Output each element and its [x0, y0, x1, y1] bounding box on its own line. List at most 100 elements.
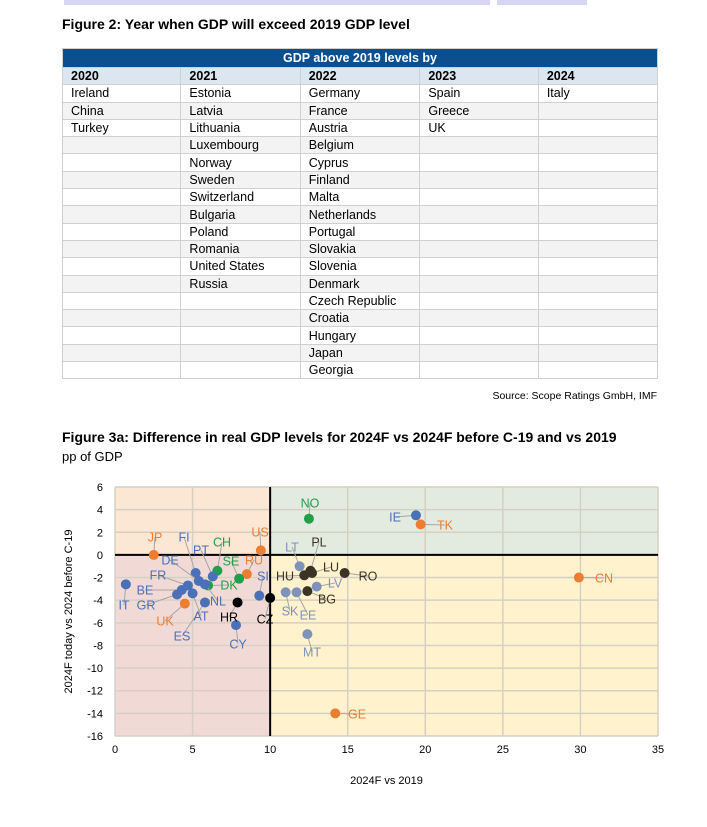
table-row: Sweden Finland [61, 170, 659, 190]
data-label-ie: IE [389, 511, 401, 525]
y-tick-label: -10 [87, 663, 103, 675]
table-cell: Sweden [180, 170, 301, 190]
data-label-ch: CH [213, 536, 231, 550]
table-cell: Austria [299, 118, 421, 138]
data-point-gr [172, 589, 183, 600]
data-point-sk [280, 587, 291, 598]
table-cell [537, 239, 659, 259]
x-tick-label: 5 [190, 744, 196, 756]
table-cell [180, 361, 301, 380]
data-point-hr [232, 597, 243, 608]
data-label-se: SE [223, 555, 240, 569]
data-point-bg [302, 586, 313, 597]
data-point-lu [307, 568, 318, 579]
table-row: Switzerland Malta [61, 188, 659, 207]
data-label-hu: HU [276, 570, 294, 584]
data-label-ge: GE [348, 708, 366, 722]
data-label-sk: SK [282, 605, 299, 619]
x-tick-label: 30 [574, 744, 586, 756]
data-point-at [187, 588, 198, 599]
data-label-lu: LU [323, 561, 339, 575]
data-label-pl: PL [311, 536, 326, 550]
table-cell [537, 343, 659, 363]
table-row: Czech Republic [61, 291, 659, 311]
data-point-nl [199, 579, 210, 590]
data-label-mt: MT [303, 646, 321, 660]
table-cell [61, 170, 182, 190]
data-label-cy: CY [229, 638, 247, 652]
data-point-ru [241, 569, 252, 580]
data-label-gr: GR [137, 599, 156, 613]
table-cell [537, 101, 659, 120]
table-cell: Georgia [299, 361, 421, 380]
y-tick-label: 0 [97, 550, 103, 562]
data-point-mt [302, 629, 313, 640]
table-cell [537, 361, 659, 380]
y-tick-label: -8 [93, 640, 103, 652]
leader-line-es [181, 602, 206, 637]
data-label-at: AT [193, 610, 208, 624]
gdp-year-table: GDP above 2019 levels by 2020 2021 2022 202… [61, 48, 659, 380]
table-cell [61, 309, 182, 328]
data-label-es: ES [174, 630, 191, 644]
table-cell [537, 170, 659, 190]
data-label-lv: LV [328, 577, 343, 591]
table-cell: Belgium [299, 136, 421, 155]
table-cell: Spain [419, 84, 539, 103]
data-label-jp: JP [148, 531, 163, 545]
data-label-ro: RO [359, 570, 378, 584]
table-cell [537, 274, 659, 293]
table-cell [419, 136, 539, 155]
column-header: 2022 [299, 66, 421, 86]
y-tick-label: 4 [97, 505, 103, 517]
data-point-tk [415, 519, 426, 530]
table-cell [61, 136, 182, 155]
data-label-pt: PT [193, 544, 209, 558]
table-row: Luxembourg Belgium [61, 136, 659, 155]
data-point-uk [179, 598, 190, 609]
table-banner: GDP above 2019 levels by [62, 48, 658, 68]
source-note: Source: Scope Ratings GmbH, IMF [492, 390, 657, 402]
data-point-jp [148, 549, 159, 560]
table-row: Bulgaria Netherlands [61, 205, 659, 224]
quadrant-top-right [270, 487, 658, 555]
data-point-ee [291, 587, 302, 598]
data-label-fi: FI [178, 531, 189, 545]
table-cell [419, 309, 539, 328]
data-label-cz: CZ [257, 613, 274, 627]
data-label-ee: EE [300, 609, 317, 623]
data-label-us: US [251, 526, 268, 540]
x-tick-label: 25 [497, 744, 509, 756]
table-cell: Denmark [299, 274, 421, 293]
y-tick-label: -6 [93, 618, 103, 630]
table-cell: France [299, 101, 421, 120]
data-point-cz [265, 592, 276, 603]
leader-line-de [169, 559, 200, 582]
table-cell: Netherlands [299, 205, 421, 224]
table-row: Poland Portugal [61, 222, 659, 241]
table-cell [61, 239, 182, 259]
y-tick-label: -16 [87, 731, 103, 743]
x-tick-label: 10 [264, 744, 276, 756]
table-row: Romania Slovakia [61, 239, 659, 259]
data-label-lt: LT [285, 541, 299, 555]
data-label-no: NO [301, 497, 320, 511]
data-point-es [199, 597, 210, 608]
data-label-si: SI [257, 570, 269, 584]
table-row: Russia Denmark [61, 274, 659, 293]
data-point-hu [299, 570, 310, 581]
data-point-se [234, 573, 245, 584]
x-tick-label: 15 [342, 744, 354, 756]
table-cell: Turkey [61, 118, 182, 138]
table-cell [61, 343, 182, 363]
data-point-ie [410, 510, 421, 521]
y-axis-label: 2024F today vs 2024 before C-19 [63, 530, 75, 694]
data-point-it [120, 579, 131, 590]
table-cell [61, 205, 182, 224]
data-label-de: DE [161, 554, 178, 568]
y-tick-label: -2 [93, 573, 103, 585]
figure-3a-title: Figure 3a: Difference in real GDP levels… [62, 429, 617, 445]
table-cell: Greece [419, 101, 539, 120]
data-point-cy [231, 620, 242, 631]
table-cell: Slovakia [299, 239, 421, 259]
